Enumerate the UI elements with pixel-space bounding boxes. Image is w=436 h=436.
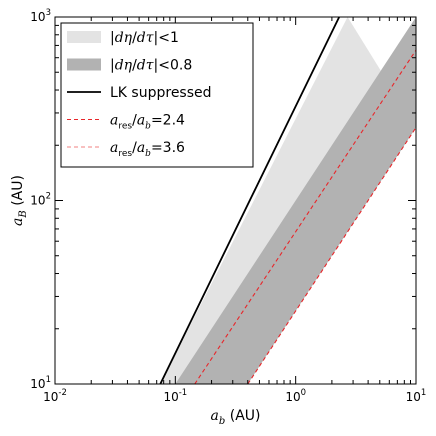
axis-labels: ab (AU) aB (AU) xyxy=(10,175,260,427)
legend: |dη/dτ|<1 |dη/dτ|<0.8 LK suppressed ares/ab… xyxy=(60,22,254,168)
series-line-3 xyxy=(194,49,416,384)
x-tick-label: 10-2 xyxy=(43,388,67,404)
legend-label-0: |dη/dτ|<1 xyxy=(110,30,179,46)
plot-area xyxy=(159,17,416,384)
series-line-4 xyxy=(247,127,416,384)
y-tick-label: 101 xyxy=(30,375,51,391)
y-tick-label: 102 xyxy=(30,192,51,208)
legend-swatch-1 xyxy=(67,58,101,71)
axis-ticks xyxy=(54,16,417,385)
x-tick-label: 100 xyxy=(285,388,306,404)
legend-label-1: |dη/dτ|<0.8 xyxy=(110,58,192,74)
legend-swatch-0 xyxy=(67,31,101,43)
legend-label-3: ares/ab=2.4 xyxy=(110,113,185,132)
x-tick-label: 10-1 xyxy=(163,388,187,404)
series-band-1 xyxy=(175,17,416,384)
x-axis-label: ab (AU) xyxy=(211,408,261,427)
legend-label-2: LK suppressed xyxy=(110,85,212,101)
x-tick-label: 101 xyxy=(406,388,427,404)
legend-label-4: ares/ab=3.6 xyxy=(110,140,185,159)
series-band-0 xyxy=(160,17,416,384)
series-line-2 xyxy=(159,17,341,384)
axis-tick-labels: 10-2 10-1 100 101 101 102 103 xyxy=(30,8,426,404)
legend-box xyxy=(60,22,254,168)
y-tick-label: 103 xyxy=(30,8,51,24)
y-axis-label: aB (AU) xyxy=(10,175,29,226)
